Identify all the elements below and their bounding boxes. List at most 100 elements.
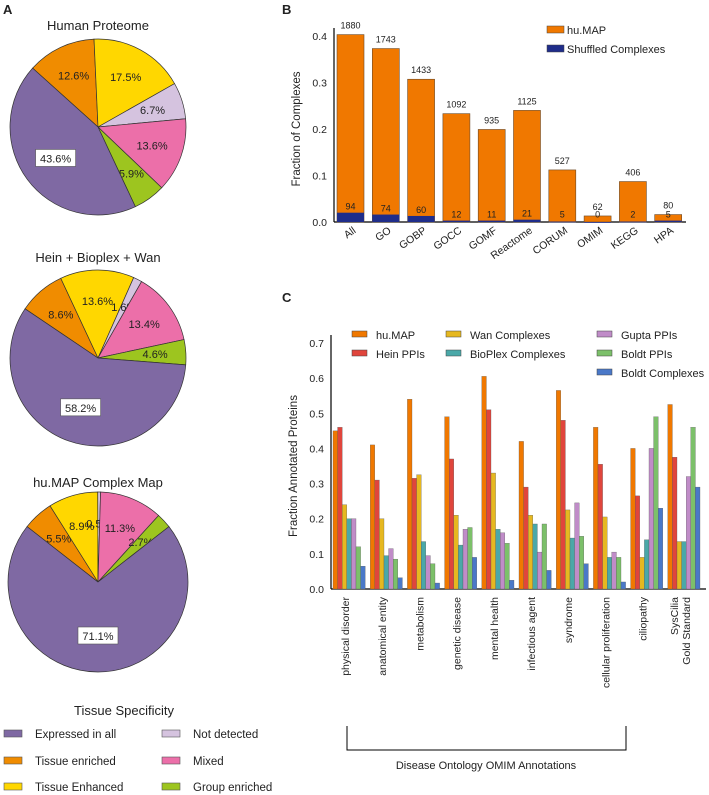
bar-count-label: 406 xyxy=(625,168,640,178)
bar-count-label: 527 xyxy=(555,156,570,166)
y-tick-label: 0.1 xyxy=(312,171,327,183)
bar xyxy=(583,563,589,590)
bar xyxy=(472,557,477,590)
legend-swatch xyxy=(546,44,565,53)
bar xyxy=(388,548,394,590)
bar-count-label: 1880 xyxy=(340,21,360,31)
x-tick-label: GO xyxy=(373,225,393,244)
y-tick-label: 0.1 xyxy=(309,549,324,561)
bar-shuffled-count: 11 xyxy=(487,210,496,220)
slice-label-box xyxy=(60,398,101,417)
x-tick-label: GOCC xyxy=(431,224,464,252)
legend-label: Boldt PPIs xyxy=(621,349,673,361)
bar-count-label: 935 xyxy=(484,115,499,125)
bar-shuffled-count: 21 xyxy=(522,209,532,219)
x-tick-label: GOBP xyxy=(397,225,429,252)
legend-label: hu.MAP xyxy=(567,25,606,37)
pie-slice xyxy=(9,67,136,216)
bar xyxy=(560,420,566,590)
y-tick-label: 0.0 xyxy=(309,584,324,596)
y-tick-label: 0.3 xyxy=(309,479,324,491)
pie-slice xyxy=(32,38,99,128)
slice-label: 11.3% xyxy=(105,523,136,535)
legend-swatch xyxy=(3,782,23,791)
slice-label: 8.9% xyxy=(69,521,94,533)
bar-shuffled-count: 5 xyxy=(666,210,671,220)
pie-title: Hein + Bioplex + Wan xyxy=(35,250,160,265)
bar xyxy=(370,444,375,590)
y-tick-label: 0.4 xyxy=(312,31,327,43)
legend-label: Tissue enriched xyxy=(35,756,116,768)
x-tick-label: SysCilia xyxy=(669,597,681,635)
bar xyxy=(504,543,510,590)
legend-label: Hein PPIs xyxy=(376,349,425,361)
pie-slice xyxy=(97,491,160,583)
slice-label: 5.5% xyxy=(46,534,71,546)
bar xyxy=(383,555,389,590)
slice-label: 43.6% xyxy=(40,153,71,165)
pie-title: Human Proteome xyxy=(47,18,149,33)
bar xyxy=(658,508,663,590)
y-tick-label: 0.2 xyxy=(309,514,324,526)
bar xyxy=(579,536,584,590)
bar xyxy=(537,551,543,590)
bar xyxy=(430,563,436,590)
bar xyxy=(444,416,450,590)
bar xyxy=(462,529,468,590)
bar xyxy=(607,557,612,590)
bar-count-label: 62 xyxy=(593,202,603,212)
bar xyxy=(620,581,626,590)
bar xyxy=(486,409,492,590)
legend-swatch xyxy=(3,729,23,738)
bar xyxy=(695,486,701,590)
x-tick-label: physical disorder xyxy=(340,597,352,676)
bar-shuffled xyxy=(654,220,682,222)
y-axis-label: Fraction Annotated Proteins xyxy=(288,395,300,537)
slice-label: 13.4% xyxy=(129,319,160,331)
bar xyxy=(490,472,496,590)
legend-swatch xyxy=(596,349,613,357)
slice-label: 5.9% xyxy=(119,168,144,180)
y-axis-label: Fraction of Complexes xyxy=(291,71,303,186)
legend-title: Tissue Specificity xyxy=(74,703,174,718)
bar-count-label: 1743 xyxy=(376,35,396,45)
bar-chart-c: 0.0 0.1 0.2 0.3 0.4 0.5 0.6 0.7 Fraction Annotat… xyxy=(288,330,706,772)
bar xyxy=(467,527,473,590)
bar xyxy=(434,582,440,590)
bar xyxy=(332,430,338,590)
bar xyxy=(681,541,687,590)
pie-slice xyxy=(97,118,187,189)
bar-humap xyxy=(477,129,506,223)
x-tick-label: CORUM xyxy=(531,225,570,258)
pie-slice xyxy=(9,308,187,447)
slice-label-box xyxy=(35,149,76,167)
x-tick-label: cellular proliferation xyxy=(600,597,612,688)
bar xyxy=(569,537,575,590)
legend-swatch xyxy=(351,349,368,357)
bar-shuffled xyxy=(372,214,400,222)
x-tick-label: infectious agent xyxy=(526,597,538,671)
bar xyxy=(397,577,403,590)
legend-swatch xyxy=(445,349,462,357)
bar xyxy=(500,532,505,590)
bar-shuffled-count: 2 xyxy=(630,210,635,220)
bar xyxy=(458,544,464,590)
bar xyxy=(546,570,552,590)
bar xyxy=(411,478,417,590)
slice-label: 17.5% xyxy=(110,72,141,84)
slice-label-box xyxy=(77,626,119,645)
y-tick-label: 0.2 xyxy=(312,124,327,136)
legend-label: Group enriched xyxy=(193,782,272,794)
bar-shuffled xyxy=(513,219,541,222)
bar xyxy=(528,515,533,590)
bar xyxy=(672,457,678,590)
x-tick-label: ciliopathy xyxy=(638,596,650,641)
legend-label: Tissue Enhanced xyxy=(35,782,123,794)
bar xyxy=(337,427,343,590)
x-axis-label: Disease Ontology OMIM Annotations xyxy=(396,760,577,772)
y-tick-label: 0.0 xyxy=(312,217,327,229)
bar xyxy=(690,427,696,590)
bar xyxy=(541,523,547,590)
legend-label: BioPlex Complexes xyxy=(470,349,566,361)
